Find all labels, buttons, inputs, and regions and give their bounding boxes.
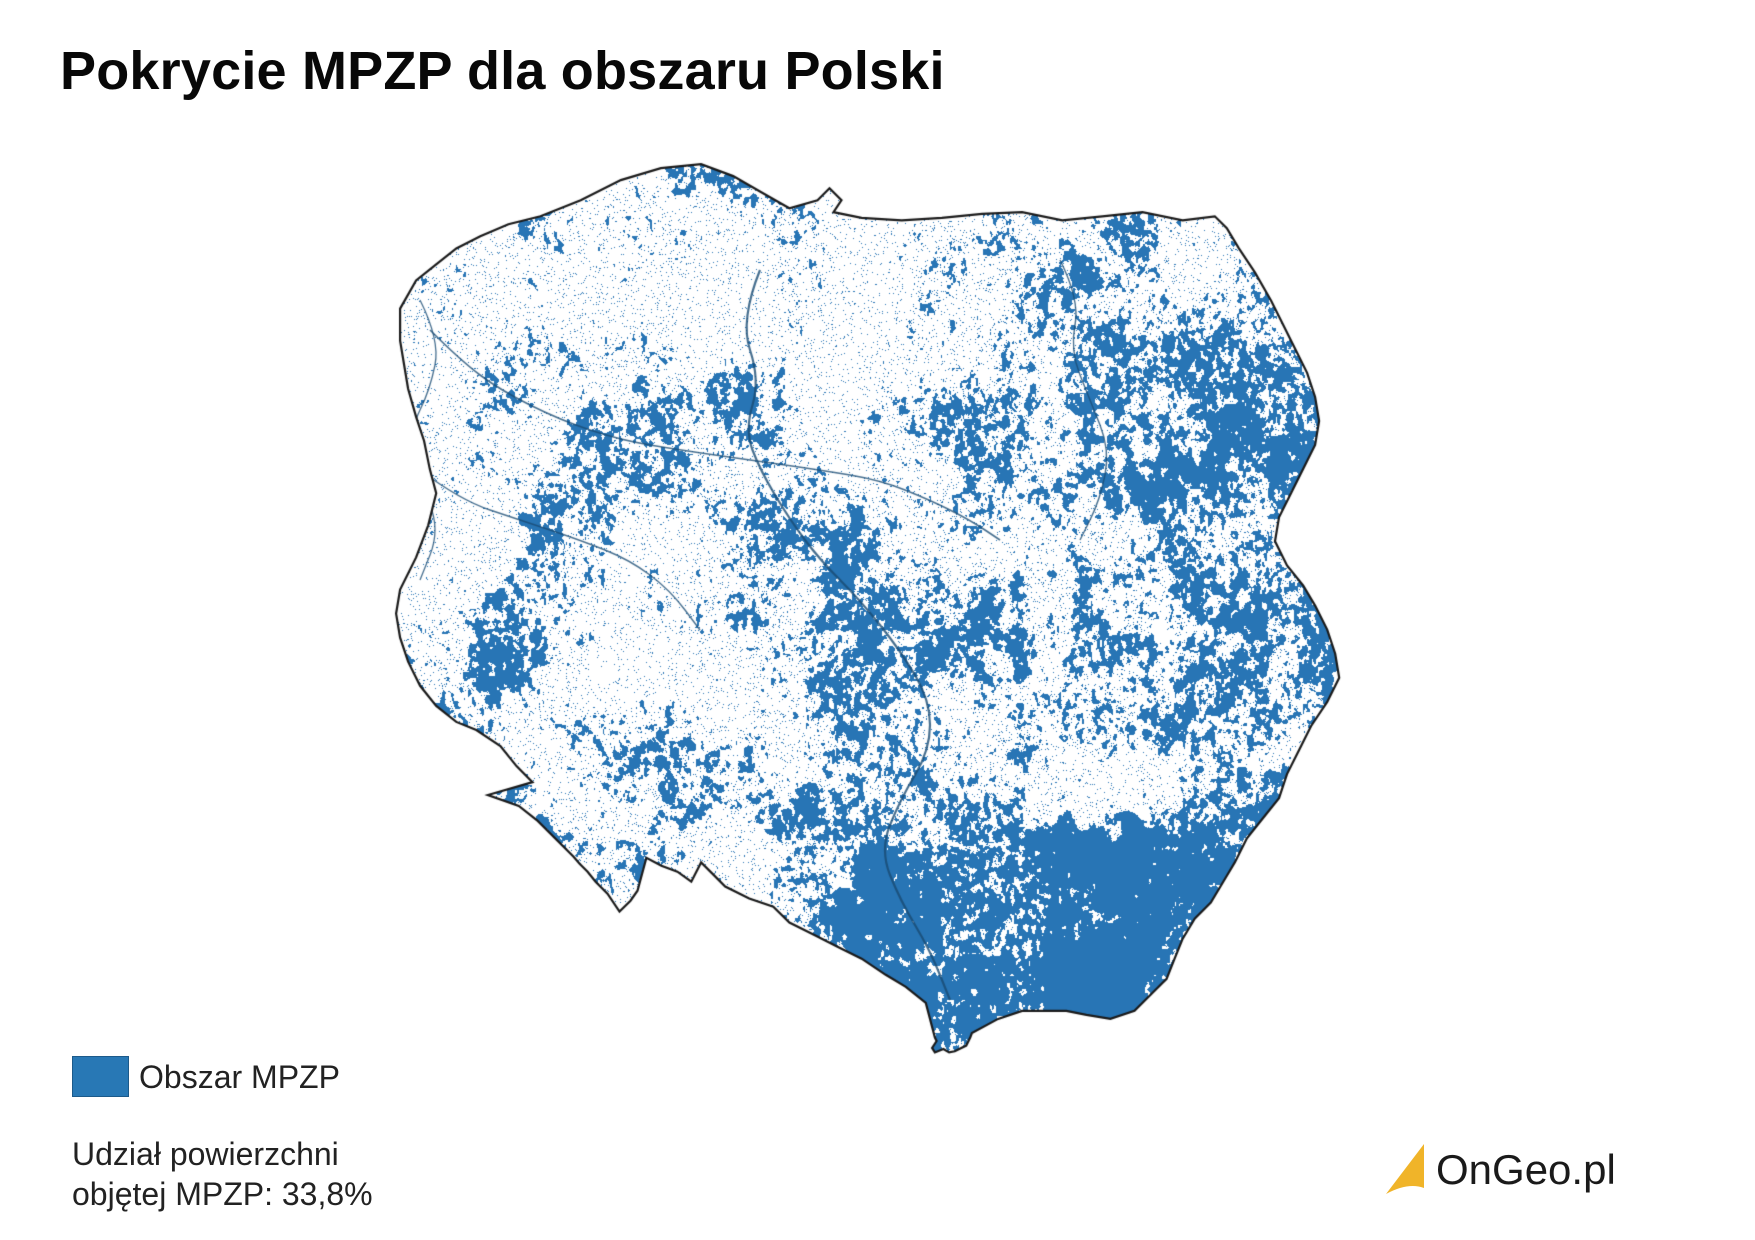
svg-text:OnGeo.pl: OnGeo.pl <box>1436 1146 1616 1193</box>
